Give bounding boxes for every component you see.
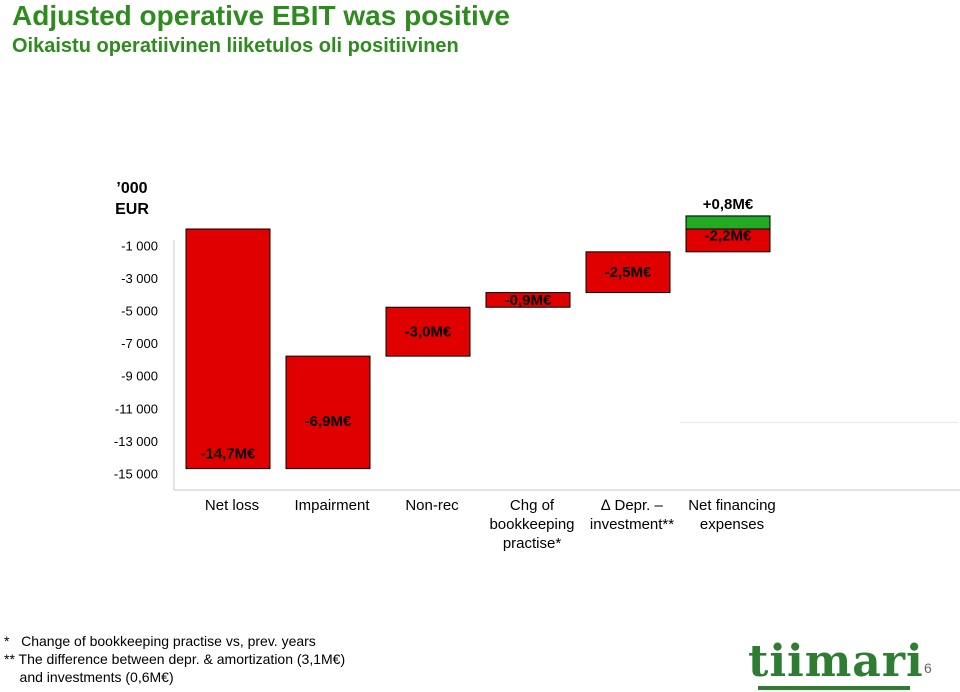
data-label-bar-2: -6,9M€ bbox=[305, 413, 352, 430]
bar-5 bbox=[585, 251, 671, 294]
bar-1 bbox=[185, 228, 271, 470]
page-number: 6 bbox=[924, 660, 932, 676]
category-label-line: bookkeeping bbox=[489, 516, 575, 533]
y-tick-label: -5 000 bbox=[121, 304, 158, 319]
category-label: ∆ Depr. – investment** bbox=[574, 496, 690, 534]
category-label-line: Non-rec bbox=[405, 497, 459, 514]
data-label-bar-3: -3,0M€ bbox=[405, 324, 452, 341]
footnote-3: and investments (0,6M€) bbox=[4, 669, 174, 685]
category-label: Net loss bbox=[174, 496, 290, 515]
category-label-line: ∆ Depr. – bbox=[601, 497, 663, 514]
footnote-1: * Change of bookkeeping practise vs, pre… bbox=[4, 633, 316, 649]
waterfall-chart: -1 000 -3 000 -5 000 -7 000 -9 000 -11 000 -13… bbox=[114, 196, 960, 491]
y-tick-label: -7 000 bbox=[121, 336, 158, 351]
category-label-line: Chg of bbox=[509, 497, 555, 514]
category-label-line: investment** bbox=[589, 516, 675, 533]
bar-6-positive-part bbox=[685, 215, 771, 230]
category-label-line: Net financing bbox=[688, 497, 776, 514]
data-label-positive: +0,8M€ bbox=[703, 196, 754, 213]
category-label-line: practise* bbox=[502, 535, 562, 552]
bar-4 bbox=[485, 292, 571, 308]
data-label-bar-1: -14,7M€ bbox=[200, 446, 256, 463]
page-subtitle: Oikaistu operatiivinen liiketulos oli po… bbox=[12, 35, 459, 57]
y-tick-label: -13 000 bbox=[114, 434, 158, 449]
category-label: Net financing expenses bbox=[674, 496, 790, 534]
category-label: Chg of bookkeeping practise* bbox=[474, 496, 590, 553]
category-label-line: expenses bbox=[699, 516, 765, 533]
page-title: Adjusted operative EBIT was positive bbox=[12, 0, 510, 31]
divider-line bbox=[680, 422, 958, 423]
category-label: Non-rec bbox=[374, 496, 490, 515]
data-label-bar-5: -2,5M€ bbox=[605, 264, 652, 281]
category-label-line: Net loss bbox=[204, 497, 260, 514]
y-tick-label: -15 000 bbox=[114, 467, 158, 482]
y-tick-label: -3 000 bbox=[121, 271, 158, 286]
footnote-2: ** The difference between depr. & amorti… bbox=[4, 651, 346, 667]
tiimari-logo: tiimari bbox=[748, 636, 924, 687]
y-tick-label: -11 000 bbox=[115, 401, 158, 416]
bar-2 bbox=[285, 355, 371, 470]
unit-label: ’000 EUR bbox=[115, 180, 149, 218]
logo-underline bbox=[758, 686, 910, 690]
bar-3 bbox=[385, 306, 471, 357]
category-label: Impairment bbox=[274, 496, 390, 515]
data-label-bar-6: -2,2M€ bbox=[705, 228, 752, 245]
y-tick-label: -9 000 bbox=[121, 369, 158, 384]
y-tick-label: -1 000 bbox=[121, 238, 158, 253]
data-label-bar-4: -0,9M€ bbox=[505, 292, 552, 309]
category-label-line: Impairment bbox=[294, 497, 370, 514]
